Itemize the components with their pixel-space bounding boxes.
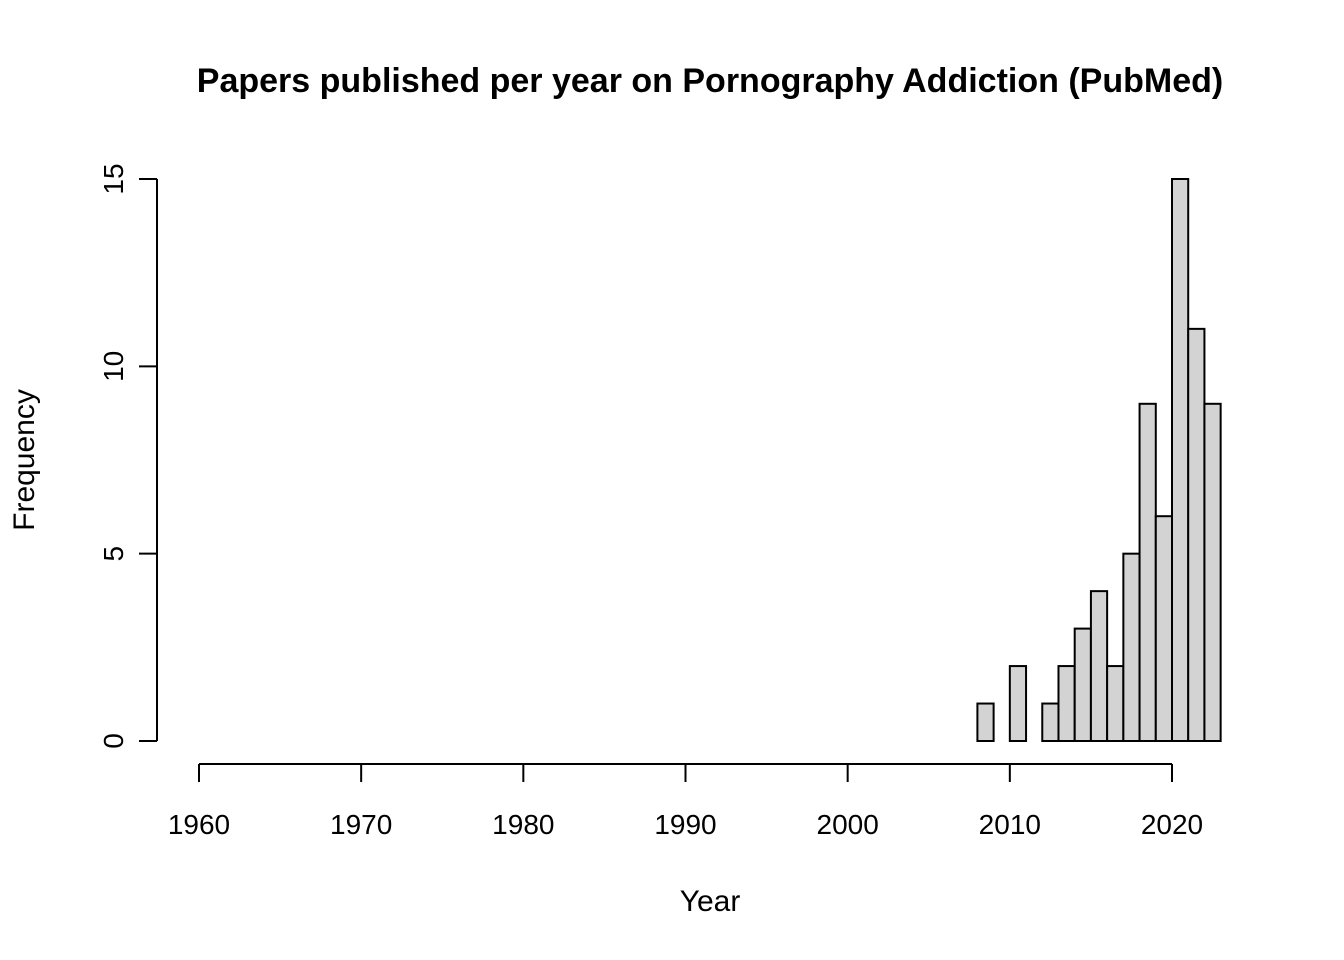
histogram-bar bbox=[1154, 515, 1173, 743]
x-axis-label: Year bbox=[680, 885, 741, 918]
x-tick-label: 1980 bbox=[492, 809, 554, 840]
histogram-bar bbox=[1008, 665, 1028, 742]
x-tick-label: 1990 bbox=[654, 809, 716, 840]
histogram-bar bbox=[1138, 402, 1157, 742]
y-axis-label: Frequency bbox=[8, 389, 41, 531]
y-tick-label: 5 bbox=[98, 546, 129, 562]
y-tick-label: 15 bbox=[98, 163, 129, 194]
x-tick-label: 2020 bbox=[1141, 809, 1203, 840]
y-tick-label: 0 bbox=[98, 733, 129, 749]
chart-title: Papers published per year on Pornography… bbox=[197, 62, 1223, 100]
histogram-bar bbox=[1122, 552, 1141, 743]
y-tick-label: 10 bbox=[98, 351, 129, 382]
histogram-bar bbox=[1203, 402, 1222, 742]
histogram-bar bbox=[1089, 590, 1109, 743]
x-tick-label: 1960 bbox=[168, 809, 230, 840]
histogram-bar bbox=[1041, 702, 1060, 742]
x-tick-label: 2000 bbox=[817, 809, 879, 840]
histogram-bar bbox=[1057, 665, 1076, 742]
histogram-bar bbox=[1171, 178, 1190, 742]
histogram-bar bbox=[1073, 627, 1092, 742]
histogram-bar bbox=[976, 702, 995, 742]
x-axis-ticks: 1960 1970 1980 1990 2000 2010 2020 bbox=[168, 764, 1203, 840]
y-axis-ticks: 0 5 10 15 bbox=[98, 163, 157, 749]
x-tick-label: 1970 bbox=[330, 809, 392, 840]
histogram-bar bbox=[1187, 327, 1206, 742]
x-tick-label: 2010 bbox=[979, 809, 1041, 840]
bars-group bbox=[976, 178, 1222, 743]
histogram-bar bbox=[1106, 665, 1125, 742]
